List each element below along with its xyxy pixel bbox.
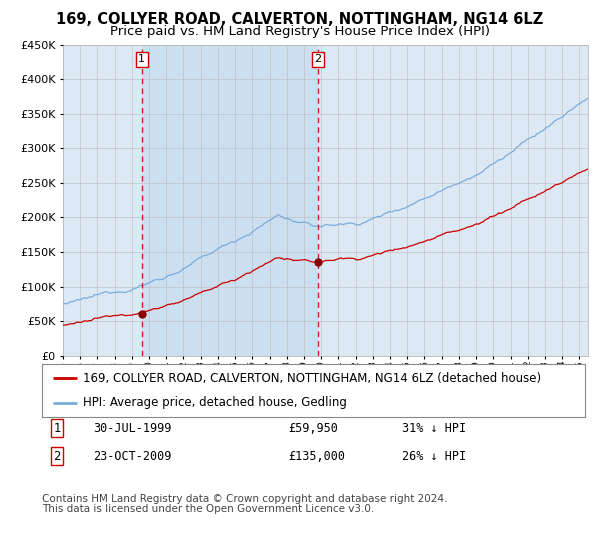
Text: 26% ↓ HPI: 26% ↓ HPI <box>402 450 466 463</box>
Text: £59,950: £59,950 <box>288 422 338 435</box>
Text: HPI: Average price, detached house, Gedling: HPI: Average price, detached house, Gedl… <box>83 396 347 409</box>
Text: Price paid vs. HM Land Registry's House Price Index (HPI): Price paid vs. HM Land Registry's House … <box>110 25 490 38</box>
Text: 30-JUL-1999: 30-JUL-1999 <box>93 422 172 435</box>
Text: This data is licensed under the Open Government Licence v3.0.: This data is licensed under the Open Gov… <box>42 504 374 514</box>
Text: 23-OCT-2009: 23-OCT-2009 <box>93 450 172 463</box>
Text: 2: 2 <box>53 450 61 463</box>
Text: 169, COLLYER ROAD, CALVERTON, NOTTINGHAM, NG14 6LZ: 169, COLLYER ROAD, CALVERTON, NOTTINGHAM… <box>56 12 544 27</box>
Bar <box>142 45 318 356</box>
Text: £135,000: £135,000 <box>288 450 345 463</box>
Text: Contains HM Land Registry data © Crown copyright and database right 2024.: Contains HM Land Registry data © Crown c… <box>42 494 448 504</box>
Text: 1: 1 <box>53 422 61 435</box>
Text: 169, COLLYER ROAD, CALVERTON, NOTTINGHAM, NG14 6LZ (detached house): 169, COLLYER ROAD, CALVERTON, NOTTINGHAM… <box>83 372 541 385</box>
Text: 2: 2 <box>314 54 322 64</box>
Text: 1: 1 <box>138 54 145 64</box>
Text: 31% ↓ HPI: 31% ↓ HPI <box>402 422 466 435</box>
